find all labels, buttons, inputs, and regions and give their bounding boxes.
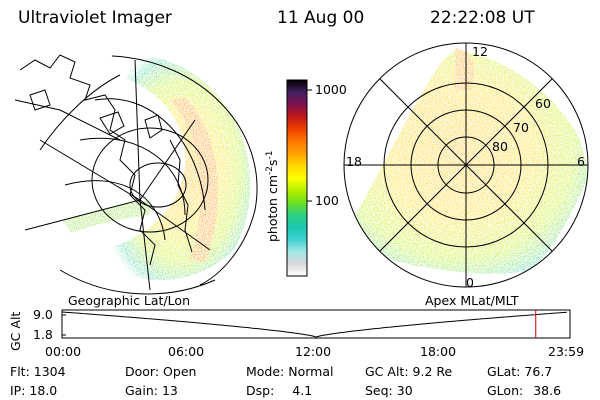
mlt-label-12: 12	[472, 44, 488, 59]
colorbar-label-1000: 1000	[315, 82, 347, 97]
auroral-emission-left	[50, 56, 251, 280]
observation-date: 11 Aug 00	[277, 8, 365, 28]
colorbar-label-100: 100	[315, 193, 339, 208]
gcalt-status: GC Alt: 9.2 Re	[365, 364, 453, 379]
mode-status: Mode: Normal	[246, 364, 334, 379]
dsp-status: Dsp: 4.1	[246, 383, 313, 398]
timeline-y-label: GC Alt	[8, 311, 23, 351]
door-status: Door: Open	[125, 364, 197, 379]
colorbar-scale	[286, 79, 308, 277]
timeline-frame	[61, 309, 571, 339]
seq-value: 30	[396, 383, 413, 398]
mlt-label-0: 0	[466, 275, 474, 290]
timeline-x-tick-1800: 18:00	[420, 344, 457, 359]
geo-grid	[14, 55, 258, 295]
colorbar-unit-label: photon cm-2s-1	[265, 150, 281, 242]
ip-status: IP: 18.0	[10, 383, 58, 398]
ip-value: 18.0	[29, 383, 58, 398]
mlt-label-18: 18	[346, 154, 362, 169]
mlat-label-70: 70	[513, 120, 529, 135]
seq-status: Seq: 30	[365, 383, 413, 398]
gain-value: 13	[161, 383, 178, 398]
mlt-label-6: 6	[577, 154, 585, 169]
altitude-timeline	[61, 309, 571, 339]
mode-value: Normal	[288, 364, 334, 379]
glat-status: GLat: 76.7	[487, 364, 553, 379]
timeline-x-tick-0600: 06:00	[168, 344, 205, 359]
timeline-y-tick-max: 9.0	[33, 307, 53, 322]
mlat-label-80: 80	[492, 139, 508, 154]
coastlines	[19, 54, 193, 266]
flight-value: 1304	[33, 364, 66, 379]
flight-status: Flt: 1304	[10, 364, 66, 379]
timeline-x-tick-1200: 12:00	[295, 344, 332, 359]
glat-value: 76.7	[524, 364, 553, 379]
gain-status: Gain: 13	[125, 383, 178, 398]
observation-time: 22:22:08 UT	[430, 8, 535, 28]
gcalt-value: 9.2 Re	[412, 364, 453, 379]
timeline-x-tick-2359: 23:59	[548, 344, 585, 359]
glon-status: GLon: 38.6	[487, 383, 562, 398]
mlat-label-60: 60	[535, 96, 551, 111]
auroral-emission-right	[350, 48, 588, 274]
instrument-title: Ultraviolet Imager	[18, 8, 172, 28]
timeline-y-tick-min: 1.8	[33, 327, 53, 342]
geographic-image	[14, 54, 258, 295]
right-panel-title: Apex MLat/MLT	[425, 293, 519, 308]
glon-value: 38.6	[533, 383, 562, 398]
timeline-x-tick-0000: 00:00	[45, 344, 82, 359]
door-value: Open	[163, 364, 197, 379]
polar-image	[343, 42, 589, 288]
left-panel-title: Geographic Lat/Lon	[68, 293, 190, 308]
orbit-altitude-curve	[61, 311, 567, 338]
dsp-value: 4.1	[292, 383, 313, 398]
polar-grid	[343, 42, 589, 288]
